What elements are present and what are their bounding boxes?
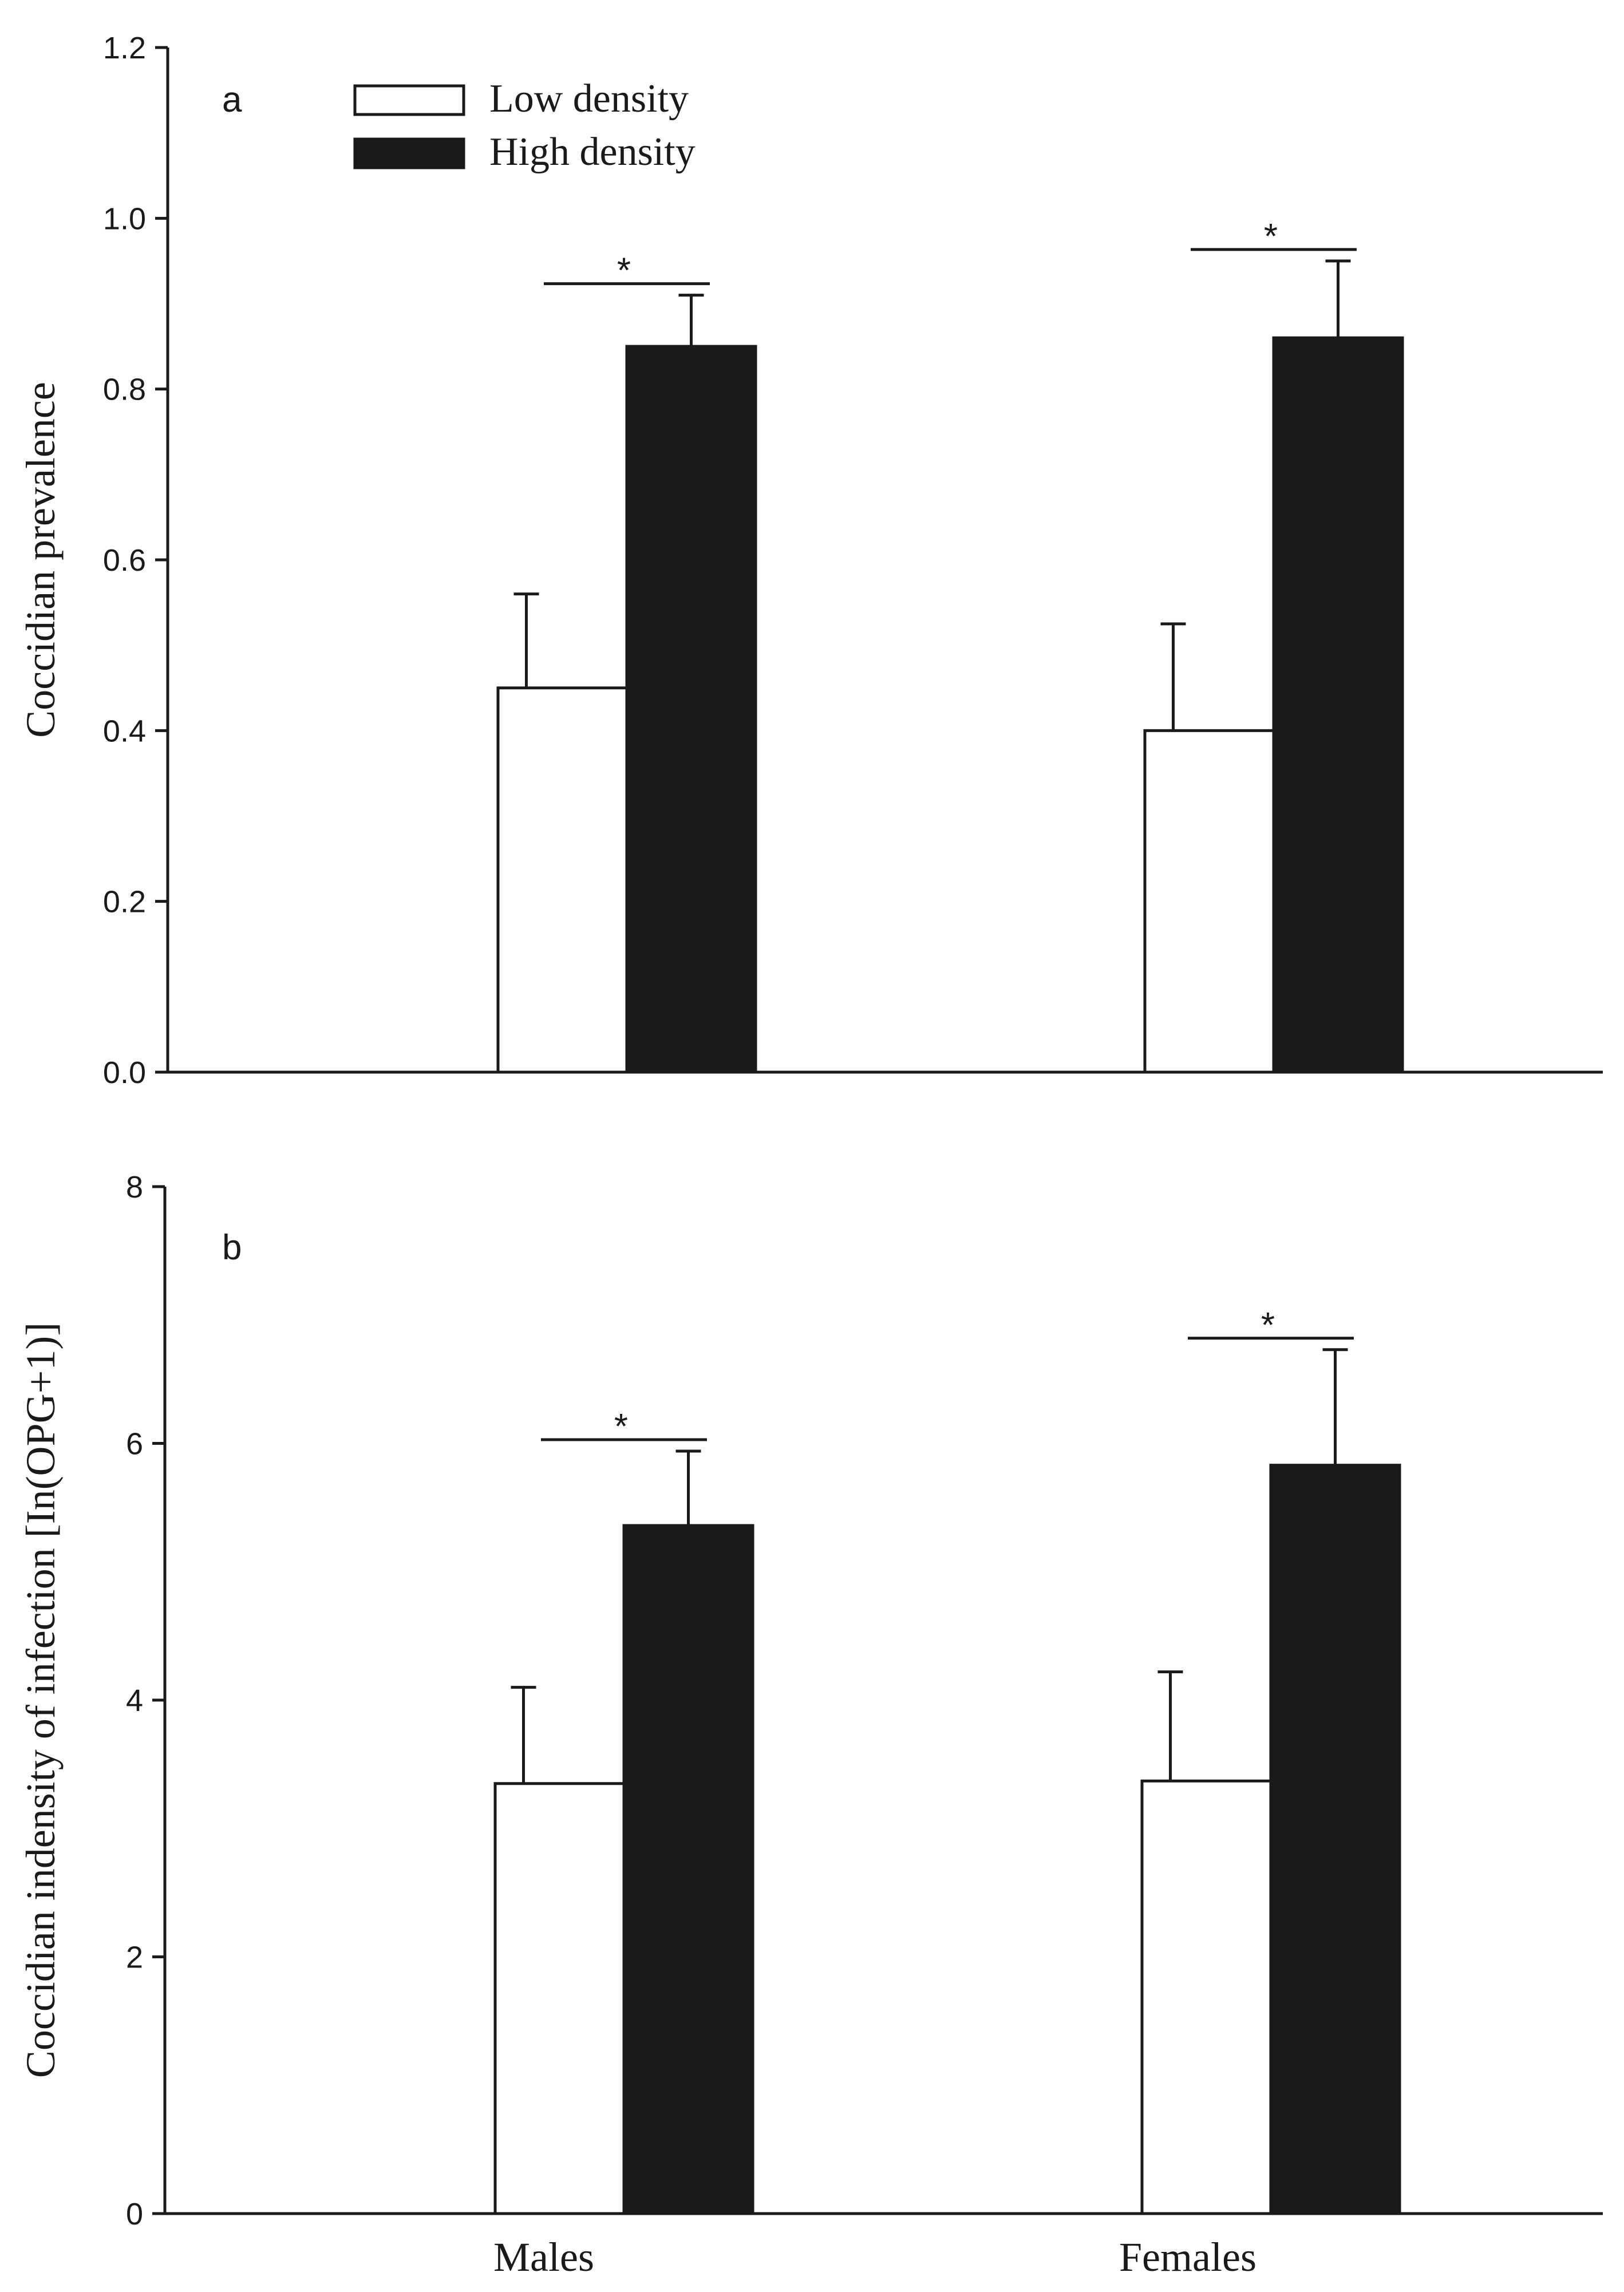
bar-males-high-density — [625, 345, 757, 1074]
significance-star-males: * — [614, 1407, 628, 1447]
legend-label-high-density: High density — [489, 130, 696, 174]
y-tick-label: 2 — [126, 1941, 143, 1975]
legend: Low density High density — [353, 77, 696, 174]
legend-swatch-high-density — [353, 137, 465, 169]
y-axis-title: Coccidian prevalence — [18, 382, 64, 738]
significance-star-males: * — [617, 251, 631, 291]
y-tick-label: 0.4 — [103, 714, 146, 748]
y-axis-title: Coccidian indensity of infection [In(OPG… — [18, 1322, 64, 2078]
y-tick-label: 4 — [126, 1684, 143, 1718]
bar-females-high-density — [1272, 336, 1404, 1074]
bar-females-low-density — [1140, 1779, 1273, 2215]
bar-males-low-density — [493, 1782, 626, 2215]
y-tick-label: 0 — [126, 2197, 143, 2231]
y-tick-label: 6 — [126, 1427, 143, 1461]
bar-males-high-density — [622, 1524, 754, 2215]
x-category-label-females: Females — [1119, 2234, 1256, 2280]
significance-star-females: * — [1261, 1306, 1275, 1345]
significance-star-females: * — [1264, 217, 1278, 256]
y-tick-label: 0.2 — [103, 885, 146, 919]
chart-panel-b: 0 2 4 6 8 Coccidian indensity of infection [I… — [18, 1170, 1603, 2280]
y-tick-label: 8 — [126, 1170, 143, 1204]
bar-females-high-density — [1269, 1464, 1401, 2215]
y-tick-label: 1.2 — [103, 31, 146, 65]
x-category-label-males: Males — [493, 2234, 594, 2280]
chart-panel-a: 0.0 0.2 0.4 0.6 0.8 1.0 1.2 Coccidian prevalenc… — [18, 31, 1603, 1090]
y-tick-label: 1.0 — [103, 201, 146, 236]
panel-letter: a — [222, 80, 242, 120]
bar-males-low-density — [496, 686, 629, 1074]
bar-females-low-density — [1143, 729, 1275, 1074]
legend-label-low-density: Low density — [489, 77, 689, 121]
legend-swatch-low-density — [353, 84, 465, 116]
y-tick-label: 0.6 — [103, 543, 146, 578]
panel-letter: b — [222, 1228, 242, 1267]
y-tick-label: 0.8 — [103, 373, 146, 407]
y-tick-label: 0.0 — [103, 1056, 146, 1090]
